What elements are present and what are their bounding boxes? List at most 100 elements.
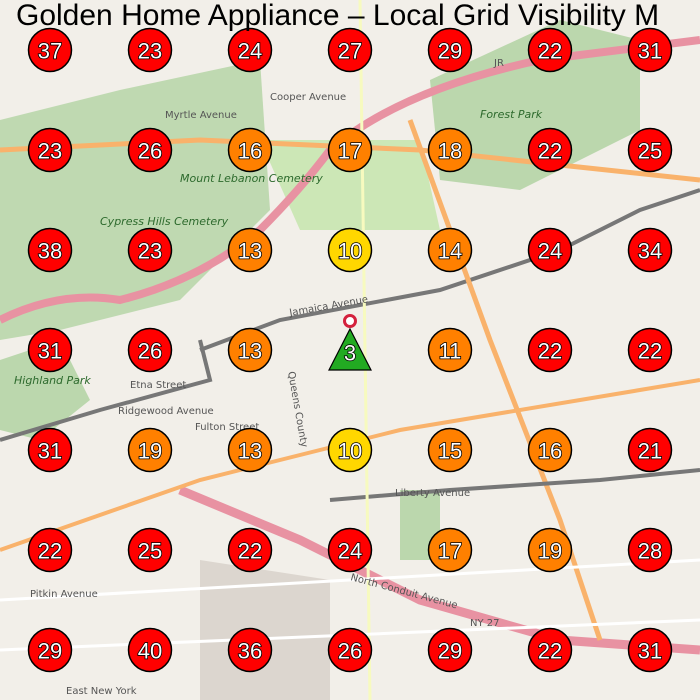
rank-marker[interactable]: 10 — [327, 427, 373, 473]
rank-marker[interactable]: 31 — [627, 27, 673, 73]
rank-marker[interactable]: 26 — [127, 127, 173, 173]
rank-value: 24 — [338, 539, 362, 564]
rank-value: 31 — [38, 439, 62, 464]
rank-value: 29 — [38, 639, 62, 664]
label-ny27: NY 27 — [470, 618, 500, 629]
rank-marker[interactable]: 29 — [27, 627, 73, 673]
rank-value: 22 — [538, 139, 562, 164]
rank-value: 37 — [38, 39, 62, 64]
rank-marker[interactable]: 29 — [427, 627, 473, 673]
rank-value: 26 — [138, 139, 162, 164]
rank-value: 22 — [38, 539, 62, 564]
label-forest-park: Forest Park — [480, 108, 543, 121]
rank-marker[interactable]: 29 — [427, 27, 473, 73]
rank-marker-circle — [527, 227, 573, 273]
rank-marker[interactable]: 14 — [427, 227, 473, 273]
rank-marker-circle — [27, 527, 73, 573]
rank-marker-circle — [127, 27, 173, 73]
rank-marker-circle — [527, 427, 573, 473]
rank-marker[interactable]: 25 — [627, 127, 673, 173]
rank-value: 31 — [38, 339, 62, 364]
rank-marker[interactable]: 17 — [327, 127, 373, 173]
rank-marker[interactable]: 22 — [527, 627, 573, 673]
rank-value: 22 — [538, 639, 562, 664]
rank-value: 18 — [438, 139, 462, 164]
rank-marker[interactable]: 15 — [427, 427, 473, 473]
rank-marker[interactable]: 36 — [227, 627, 273, 673]
rank-marker[interactable]: 22 — [527, 127, 573, 173]
rank-marker[interactable]: 13 — [227, 227, 273, 273]
rank-marker[interactable]: 24 — [527, 227, 573, 273]
label-cooper-avenue: Cooper Avenue — [270, 92, 346, 103]
rank-marker[interactable]: 38 — [27, 227, 73, 273]
rank-value: 16 — [238, 139, 262, 164]
rank-marker[interactable]: 21 — [627, 427, 673, 473]
rank-marker[interactable]: 19 — [127, 427, 173, 473]
rank-value: 23 — [38, 139, 62, 164]
rank-marker-circle — [527, 627, 573, 673]
rank-marker[interactable]: 34 — [627, 227, 673, 273]
rank-marker-circle — [27, 227, 73, 273]
rank-value: 28 — [638, 539, 662, 564]
rank-marker[interactable]: 31 — [27, 427, 73, 473]
business-marker[interactable]: 3 — [328, 314, 372, 371]
rank-marker-circle — [627, 227, 673, 273]
rank-marker[interactable]: 22 — [527, 327, 573, 373]
rank-value: 17 — [438, 539, 462, 564]
rank-marker-circle — [327, 27, 373, 73]
rank-marker-circle — [527, 327, 573, 373]
rank-marker[interactable]: 31 — [627, 627, 673, 673]
rank-value: 19 — [538, 539, 562, 564]
rank-marker[interactable]: 25 — [127, 527, 173, 573]
label-pitkin-avenue: Pitkin Avenue — [30, 589, 98, 600]
rank-value: 31 — [638, 639, 662, 664]
rank-marker[interactable]: 40 — [127, 627, 173, 673]
rank-marker-circle — [227, 327, 273, 373]
rank-marker[interactable]: 13 — [227, 327, 273, 373]
rank-value: 24 — [238, 39, 262, 64]
rank-value: 11 — [439, 339, 462, 364]
rank-marker[interactable]: 28 — [627, 527, 673, 573]
rank-marker[interactable]: 22 — [627, 327, 673, 373]
rank-value: 10 — [338, 239, 362, 264]
label-highland-park: Highland Park — [14, 374, 91, 387]
rank-marker[interactable]: 16 — [527, 427, 573, 473]
business-rank: 3 — [344, 341, 356, 366]
rank-marker-circle — [227, 127, 273, 173]
rank-marker[interactable]: 26 — [327, 627, 373, 673]
rank-marker[interactable]: 26 — [127, 327, 173, 373]
rank-value: 21 — [638, 439, 662, 464]
rank-value: 29 — [438, 39, 462, 64]
label-jr: JR — [493, 58, 504, 69]
rank-marker[interactable]: 19 — [527, 527, 573, 573]
rank-marker[interactable]: 22 — [27, 527, 73, 573]
rank-marker[interactable]: 10 — [327, 227, 373, 273]
rank-marker-circle — [427, 127, 473, 173]
rank-marker[interactable]: 16 — [227, 127, 273, 173]
label-etna-street: Etna Street — [130, 380, 186, 391]
rank-marker-circle — [427, 27, 473, 73]
rank-marker[interactable]: 13 — [227, 427, 273, 473]
rank-marker[interactable]: 23 — [127, 227, 173, 273]
rank-marker-circle — [327, 427, 373, 473]
rank-marker[interactable]: 17 — [427, 527, 473, 573]
rank-marker[interactable]: 23 — [27, 127, 73, 173]
rank-value: 36 — [238, 639, 262, 664]
label-fulton-street: Fulton Street — [195, 422, 259, 433]
rank-marker[interactable]: 31 — [27, 327, 73, 373]
rank-marker[interactable]: 24 — [327, 527, 373, 573]
rank-marker[interactable]: 22 — [527, 27, 573, 73]
rank-marker[interactable]: 37 — [27, 27, 73, 73]
rank-value: 17 — [338, 139, 362, 164]
rank-marker[interactable]: 22 — [227, 527, 273, 573]
rank-marker[interactable]: 18 — [427, 127, 473, 173]
rank-marker-circle — [227, 227, 273, 273]
rank-marker[interactable]: 27 — [327, 27, 373, 73]
rank-marker[interactable]: 23 — [127, 27, 173, 73]
rank-marker[interactable]: 11 — [427, 327, 473, 373]
rank-value: 23 — [138, 239, 162, 264]
label-myrtle-avenue: Myrtle Avenue — [165, 110, 237, 121]
rank-marker[interactable]: 24 — [227, 27, 273, 73]
